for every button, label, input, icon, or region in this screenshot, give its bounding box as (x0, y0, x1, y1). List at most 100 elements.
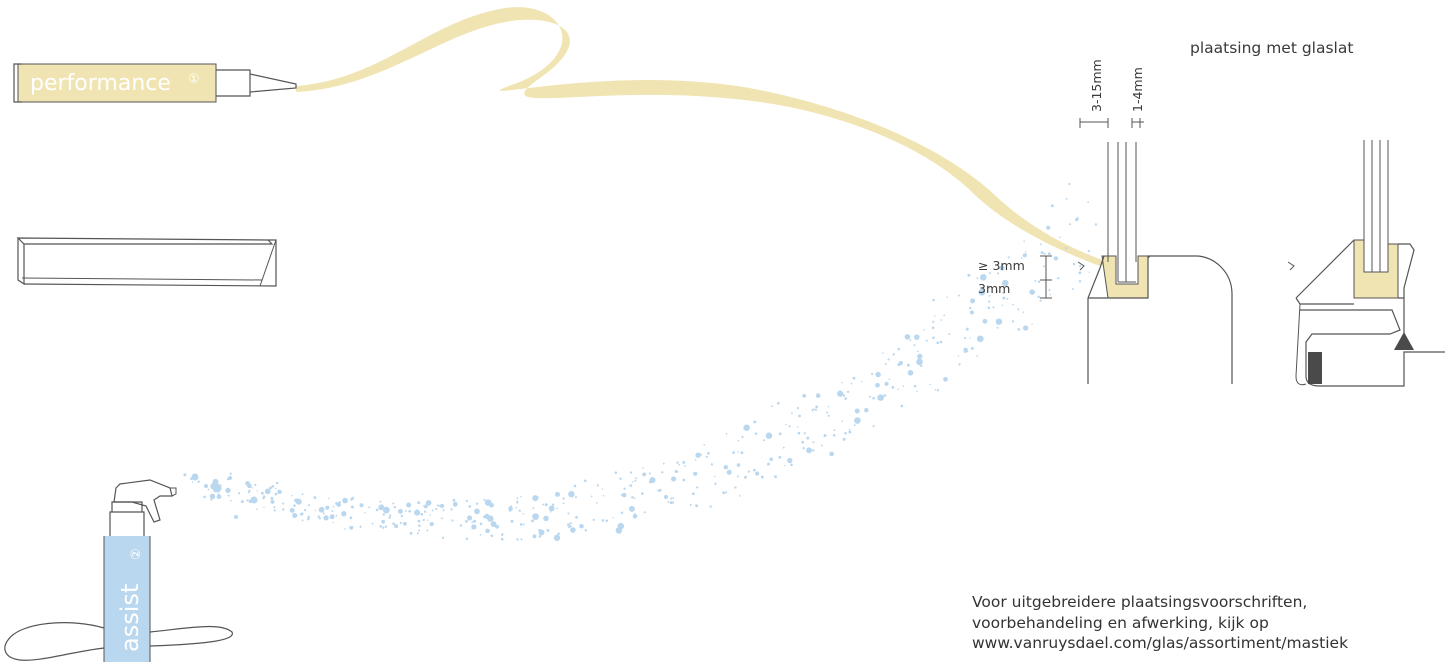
spray-droplet (418, 524, 421, 527)
spray-droplet (393, 505, 397, 509)
spray-droplet (404, 510, 407, 512)
spray-droplet (649, 477, 656, 484)
spray-droplet (995, 290, 999, 293)
spray-droplet (590, 495, 593, 498)
spray-droplet (763, 439, 766, 442)
spray-droplet (518, 509, 521, 512)
spray-droplet (439, 503, 445, 509)
spray-droplet (1049, 293, 1052, 296)
spray-droplet (275, 481, 279, 485)
spray-droplet (240, 500, 244, 504)
spray-droplet (882, 352, 884, 354)
spray-droplet (841, 420, 844, 423)
spray-droplet (341, 511, 347, 517)
spray-droplet (403, 521, 407, 526)
spray-droplet (917, 353, 923, 360)
spray-droplet (755, 471, 760, 476)
spray-droplet (465, 519, 468, 523)
spray-droplet (441, 517, 443, 520)
spray-droplet (225, 487, 231, 493)
spray-droplet (629, 471, 633, 474)
spray-droplet (1053, 256, 1059, 261)
spray-droplet (381, 519, 386, 524)
spray-droplet (1059, 236, 1061, 238)
spray-droplet (1001, 304, 1004, 307)
sealant-ribbon (296, 7, 1108, 266)
spray-droplet (846, 390, 850, 394)
spray-droplet (378, 504, 385, 511)
spray-droplet (388, 516, 391, 519)
spray-droplet (902, 385, 905, 387)
spray-droplet (306, 517, 310, 521)
spray-droplet (207, 488, 210, 491)
spray-droplet (1022, 253, 1027, 258)
spray-droplet (785, 423, 787, 426)
spray-droplet (714, 482, 717, 486)
spray-droplet (318, 517, 321, 520)
spray-droplet (275, 487, 277, 490)
spray-droplet (783, 464, 786, 467)
spray-droplet (740, 451, 744, 455)
spray-droplet (753, 420, 757, 424)
spray-droplet (946, 296, 949, 299)
spray-droplet (301, 493, 304, 496)
spray-droplet (495, 524, 500, 529)
spray-droplet (479, 522, 483, 526)
spray-droplet (737, 439, 740, 442)
spray-droplet (916, 390, 918, 393)
trigger-head (113, 479, 173, 523)
spray-droplet (532, 534, 537, 539)
spray-droplet (295, 514, 297, 516)
spray-droplet (920, 364, 923, 368)
spray-droplet (906, 363, 910, 367)
spray-droplet (429, 522, 434, 527)
spray-droplet (806, 447, 812, 454)
spray-droplet (770, 405, 773, 408)
spray-droplet (210, 498, 213, 501)
spray-droplet (191, 473, 199, 481)
spray-droplet (707, 452, 710, 455)
spray-droplet (1029, 289, 1035, 295)
spray-droplet (980, 274, 987, 281)
spray-droplet (501, 533, 504, 536)
spray-droplet (642, 472, 647, 477)
spray-droplet (399, 521, 402, 525)
spray-droplet (516, 500, 519, 503)
spray-droplet (592, 518, 595, 522)
spray-droplet (293, 504, 296, 507)
spray-droplet (842, 437, 846, 441)
cartridge-nozzle (249, 73, 297, 93)
spray-droplet (1011, 320, 1015, 323)
spray-droplet (322, 512, 325, 515)
spray-droplet (798, 414, 801, 418)
spray-droplet (940, 319, 943, 321)
spray-droplet (551, 503, 555, 506)
spray-droplet (490, 534, 494, 538)
spray-droplet (948, 333, 951, 336)
spray-droplet (726, 469, 732, 475)
cartridge-nozzle-base (216, 69, 251, 97)
spray-droplet (988, 294, 991, 297)
spray-droplet (335, 501, 339, 505)
spray-droplet (1072, 263, 1076, 266)
spray-droplet (332, 521, 334, 524)
spray-droplet (1047, 252, 1051, 256)
spray-droplet (661, 471, 664, 474)
spray-droplet (583, 479, 587, 483)
spray-droplet (294, 498, 299, 503)
spray-droplet (736, 463, 741, 467)
spray-droplet (270, 496, 274, 500)
spray-droplet (282, 502, 285, 505)
spray-droplet (508, 506, 513, 511)
spray-droplet (1023, 240, 1025, 243)
spray-droplet (969, 310, 975, 315)
spray-droplet (438, 505, 441, 507)
spray-droplet (803, 432, 806, 435)
spray-droplet (567, 512, 570, 515)
spray-droplet (515, 506, 518, 509)
sealant-bead (1101, 255, 1149, 299)
spray-droplet (868, 395, 872, 398)
spray-droplet (516, 502, 519, 504)
spray-droplet (500, 537, 504, 541)
spray-droplet (569, 522, 572, 525)
